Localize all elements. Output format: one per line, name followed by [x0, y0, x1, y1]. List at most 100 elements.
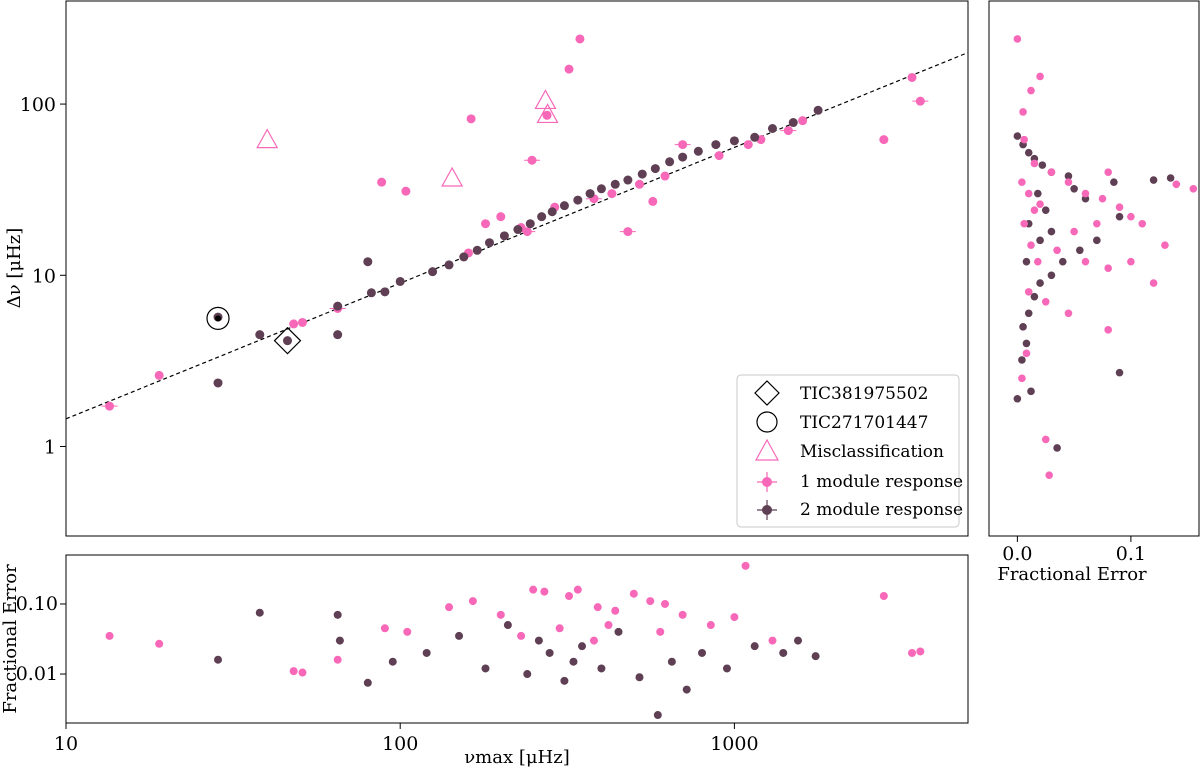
dark-data-point: [779, 648, 788, 657]
dark-data-point: [1053, 444, 1061, 452]
pink-data-point: [1161, 241, 1169, 249]
pink-data-point: [1034, 257, 1042, 266]
bottom-panel-frame: [65, 554, 969, 724]
pink-data-point: [573, 585, 582, 594]
bottom-x-axis-label: νmax [μHz]: [464, 747, 570, 768]
right-x-tick-label: 0.0: [1002, 543, 1032, 565]
pink-data-point: [1019, 108, 1027, 116]
dark-data-point: [1027, 387, 1035, 396]
dark-data-point: [481, 664, 490, 673]
pink-data-point: [1081, 257, 1090, 266]
pink-data-point: [661, 599, 670, 608]
misclassification-triangle: [441, 166, 464, 187]
dark-data-point: [1041, 206, 1050, 214]
pink-data-point: [611, 606, 620, 615]
dark-data-point: [1036, 279, 1044, 287]
pink-data-point: [908, 648, 917, 657]
pink-data-point: [297, 317, 307, 327]
dark-data-point: [255, 330, 265, 340]
pink-data-point: [555, 624, 564, 633]
dark-data-point: [1047, 227, 1056, 236]
pink-data-point: [1070, 227, 1078, 236]
pink-data-point: [1053, 246, 1061, 255]
main-panel-frame: [65, 0, 969, 537]
pink-data-point: [1013, 35, 1022, 43]
dark-data-point: [282, 336, 292, 346]
pink-data-point: [1036, 72, 1044, 81]
dark-dot-icon: [762, 505, 772, 515]
pink-data-point: [1030, 206, 1039, 214]
dark-data-point: [428, 267, 438, 277]
legend-entry-diamond: TIC381975502: [754, 380, 928, 406]
legend-entry-2-module: 2 module response: [757, 500, 963, 520]
pink-data-point: [623, 227, 633, 237]
dark-data-point: [610, 179, 620, 189]
bottom-x-tick-label: 100: [382, 733, 418, 755]
dark-data-point: [1022, 339, 1031, 348]
pink-data-point: [629, 589, 638, 598]
pink-data-point: [783, 126, 793, 136]
dark-data-point: [667, 657, 676, 666]
pink-data-point: [1098, 194, 1107, 203]
dark-data-point: [363, 257, 373, 267]
dark-data-point: [513, 225, 523, 235]
dark-data-point: [503, 621, 512, 630]
dark-data-point: [750, 642, 759, 651]
dark-data-point: [1024, 148, 1033, 157]
pink-data-point: [564, 64, 574, 74]
dark-data-point: [1019, 323, 1027, 331]
pink-data-point: [105, 631, 114, 640]
dark-data-point: [665, 157, 675, 167]
pink-data-point: [289, 667, 298, 676]
pink-data-point: [604, 621, 613, 630]
main-plot-area: [65, 34, 969, 420]
pink-data-point: [1064, 309, 1073, 318]
dark-data-point: [1110, 178, 1118, 186]
dark-data-point: [650, 164, 660, 174]
pink-data-point: [660, 171, 670, 181]
pink-data-point: [155, 639, 164, 648]
dark-data-point: [335, 636, 344, 645]
bottom-y-tick-label: 0.10: [16, 593, 58, 615]
pink-data-point: [1127, 212, 1135, 221]
dark-data-point: [459, 252, 469, 262]
pink-data-point: [1149, 279, 1158, 287]
pink-data-point: [481, 219, 491, 229]
dark-data-point: [1038, 161, 1047, 169]
pink-data-point: [403, 627, 412, 636]
pink-data-point: [1104, 326, 1112, 334]
dark-data-point: [255, 608, 264, 617]
pink-data-point: [730, 613, 739, 622]
dark-data-point: [333, 610, 342, 619]
dark-data-point: [597, 664, 606, 673]
dark-data-point: [1024, 309, 1033, 318]
dark-data-point: [380, 287, 390, 297]
pink-data-point: [377, 177, 387, 187]
legend-entry-1-module: 1 module response: [757, 472, 963, 492]
dark-data-point: [484, 238, 494, 248]
pink-data-point: [517, 631, 526, 640]
pink-data-point: [607, 189, 617, 199]
pink-data-point: [468, 597, 477, 606]
pink-data-point: [565, 591, 574, 600]
dark-data-point: [722, 664, 731, 673]
pink-dot-icon: [762, 477, 772, 487]
legend-entry-triangle: Misclassification: [754, 438, 944, 462]
pink-data-point: [380, 624, 389, 633]
pink-data-point: [1024, 189, 1033, 198]
misclassification-triangle: [256, 128, 279, 149]
legend: TIC381975502 TIC271701447 Misclassificat…: [736, 374, 963, 528]
pink-data-point: [1081, 189, 1090, 198]
misclassification-triangle: [534, 89, 557, 110]
pink-data-point: [915, 96, 925, 106]
triangle-marker-icon: [754, 438, 780, 461]
dark-data-point: [573, 195, 583, 205]
dark-data-point: [366, 288, 376, 298]
circle-marker-icon: [756, 411, 778, 433]
dark-data-point: [1018, 356, 1026, 364]
pink-data-point: [1115, 203, 1124, 211]
dark-data-point: [545, 648, 554, 657]
dark-data-point: [534, 636, 543, 645]
dark-data-point: [455, 631, 464, 640]
